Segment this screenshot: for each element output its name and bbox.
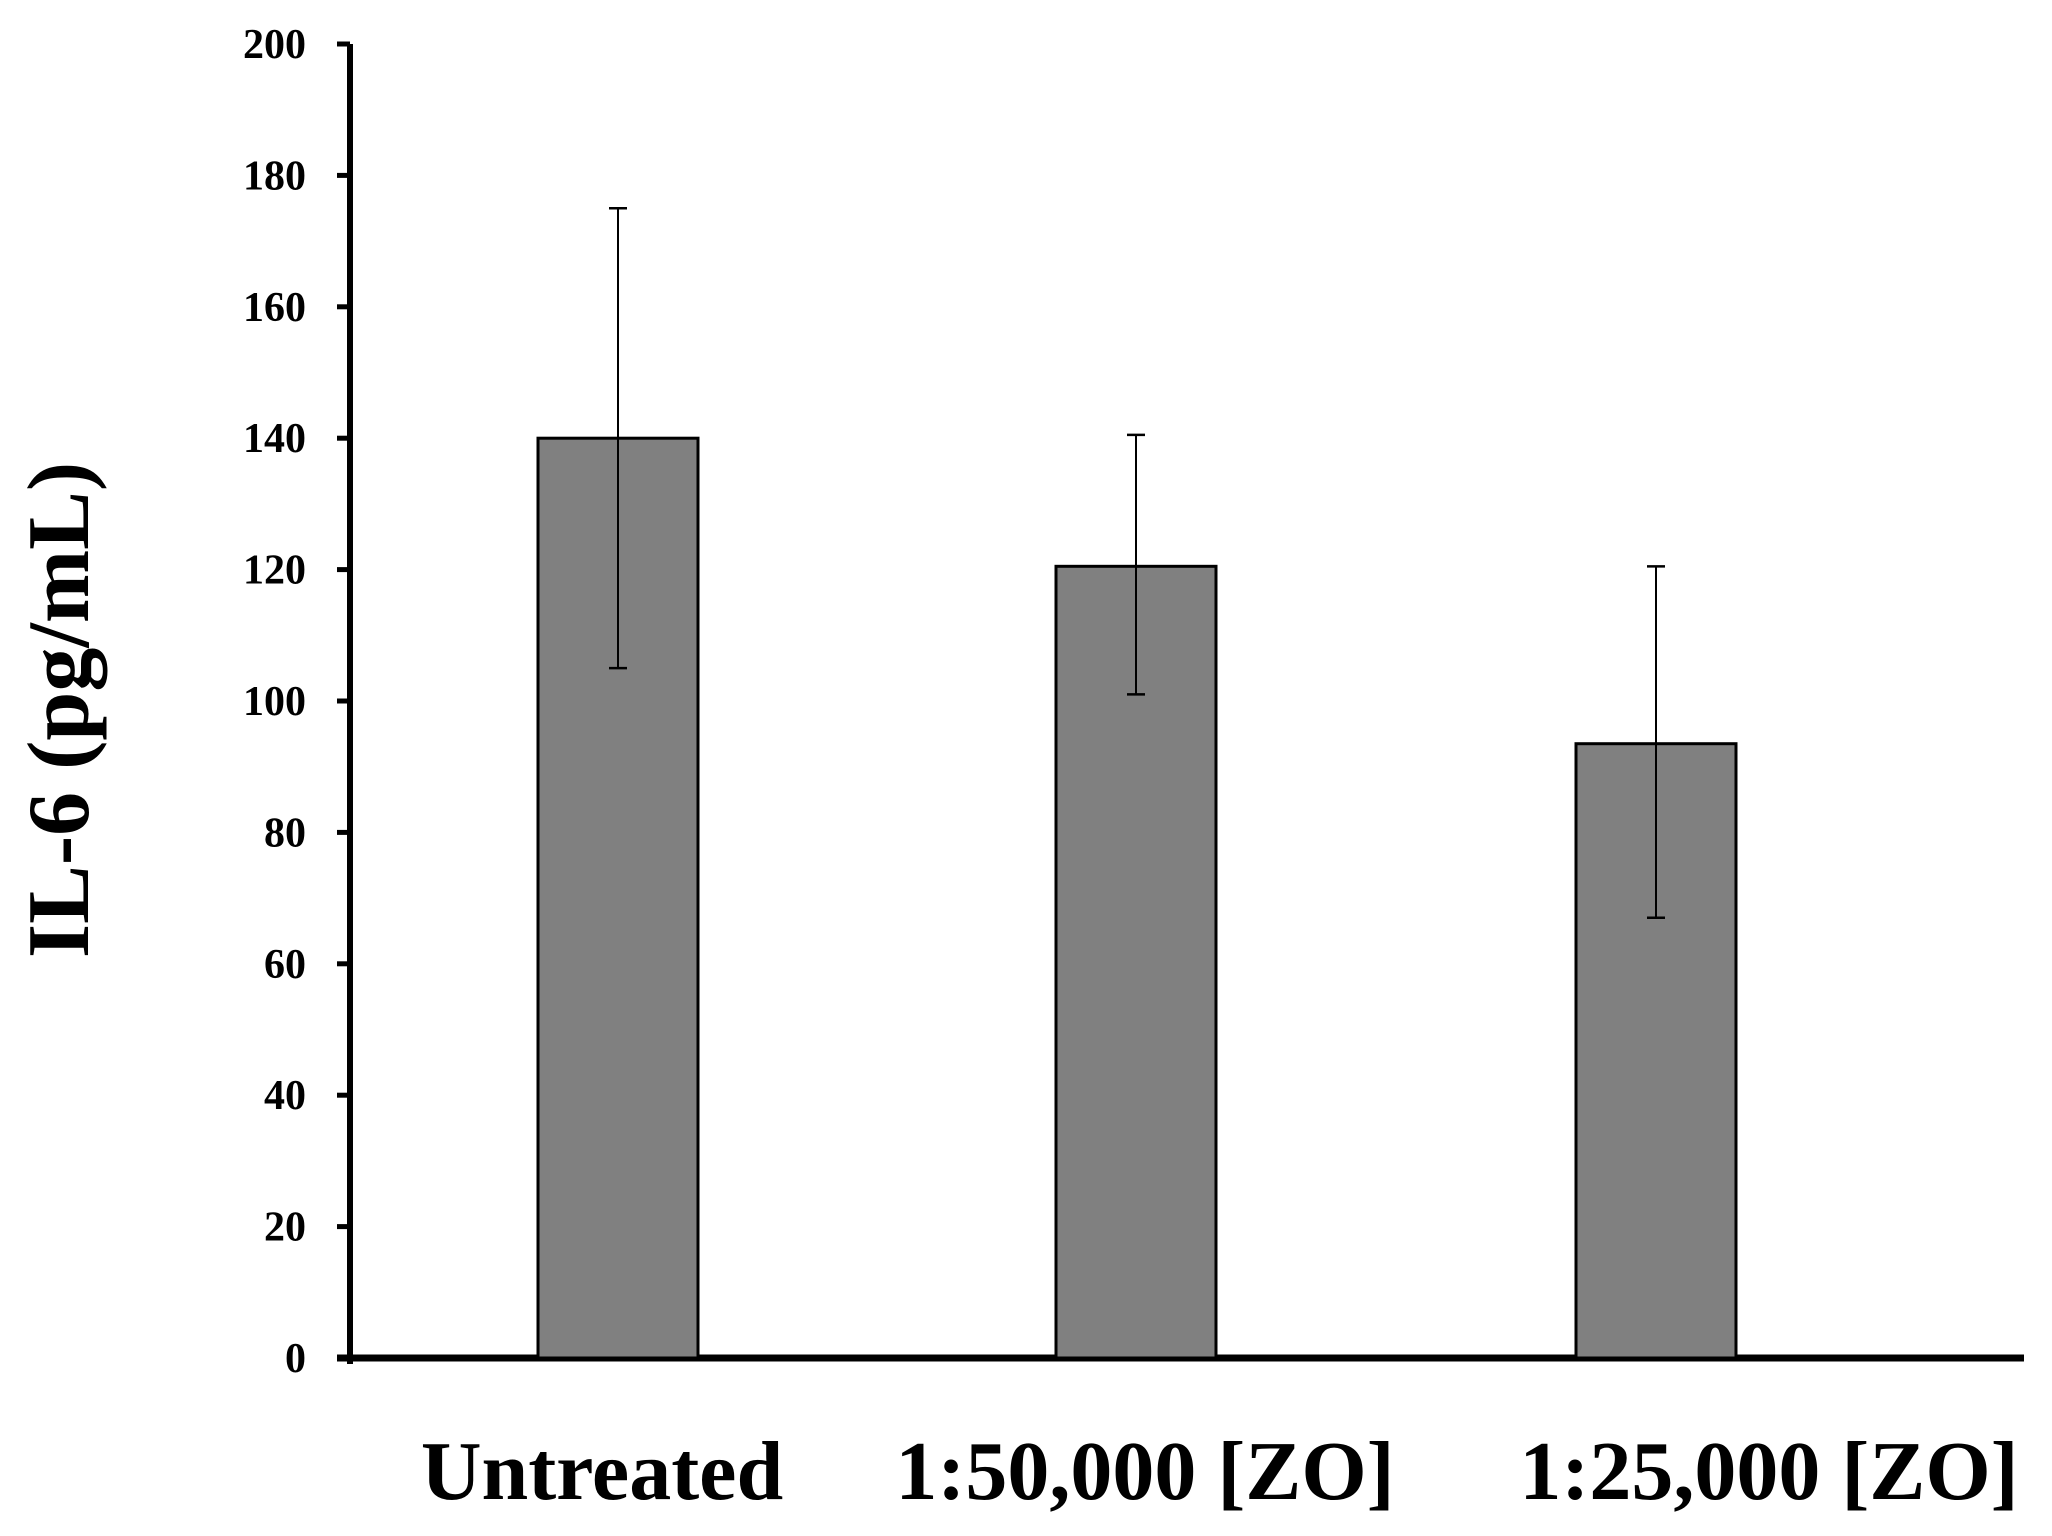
y-tick-label: 140 bbox=[243, 416, 306, 462]
x-category-label: 1:50,000 [ZO] bbox=[895, 1425, 1394, 1518]
y-ticks: 0 20 40 60 80 100 120 140 160 180 200 bbox=[243, 22, 350, 1382]
y-tick-label: 100 bbox=[243, 679, 306, 725]
x-category-label: 1:25,000 [ZO] bbox=[1519, 1425, 2018, 1518]
y-tick-label: 20 bbox=[264, 1205, 306, 1251]
x-category-labels: Untreated 1:50,000 [ZO] 1:25,000 [ZO] bbox=[421, 1425, 2019, 1518]
y-tick-label: 40 bbox=[264, 1073, 306, 1119]
y-tick-label: 120 bbox=[243, 548, 306, 594]
error-bar bbox=[1127, 433, 1145, 696]
y-tick-label: 180 bbox=[243, 153, 306, 199]
error-bars bbox=[609, 207, 1665, 920]
y-tick-label: 200 bbox=[243, 22, 306, 68]
error-bar bbox=[1647, 565, 1665, 920]
error-bar bbox=[609, 207, 627, 670]
y-tick-label: 0 bbox=[285, 1336, 306, 1382]
y-tick-label: 80 bbox=[264, 810, 306, 856]
y-tick-label: 160 bbox=[243, 285, 306, 331]
y-axis-title: IL-6 (pg/mL) bbox=[11, 462, 108, 958]
y-tick-label: 60 bbox=[264, 942, 306, 988]
bar bbox=[1054, 564, 1218, 1360]
x-category-label: Untreated bbox=[421, 1425, 783, 1518]
